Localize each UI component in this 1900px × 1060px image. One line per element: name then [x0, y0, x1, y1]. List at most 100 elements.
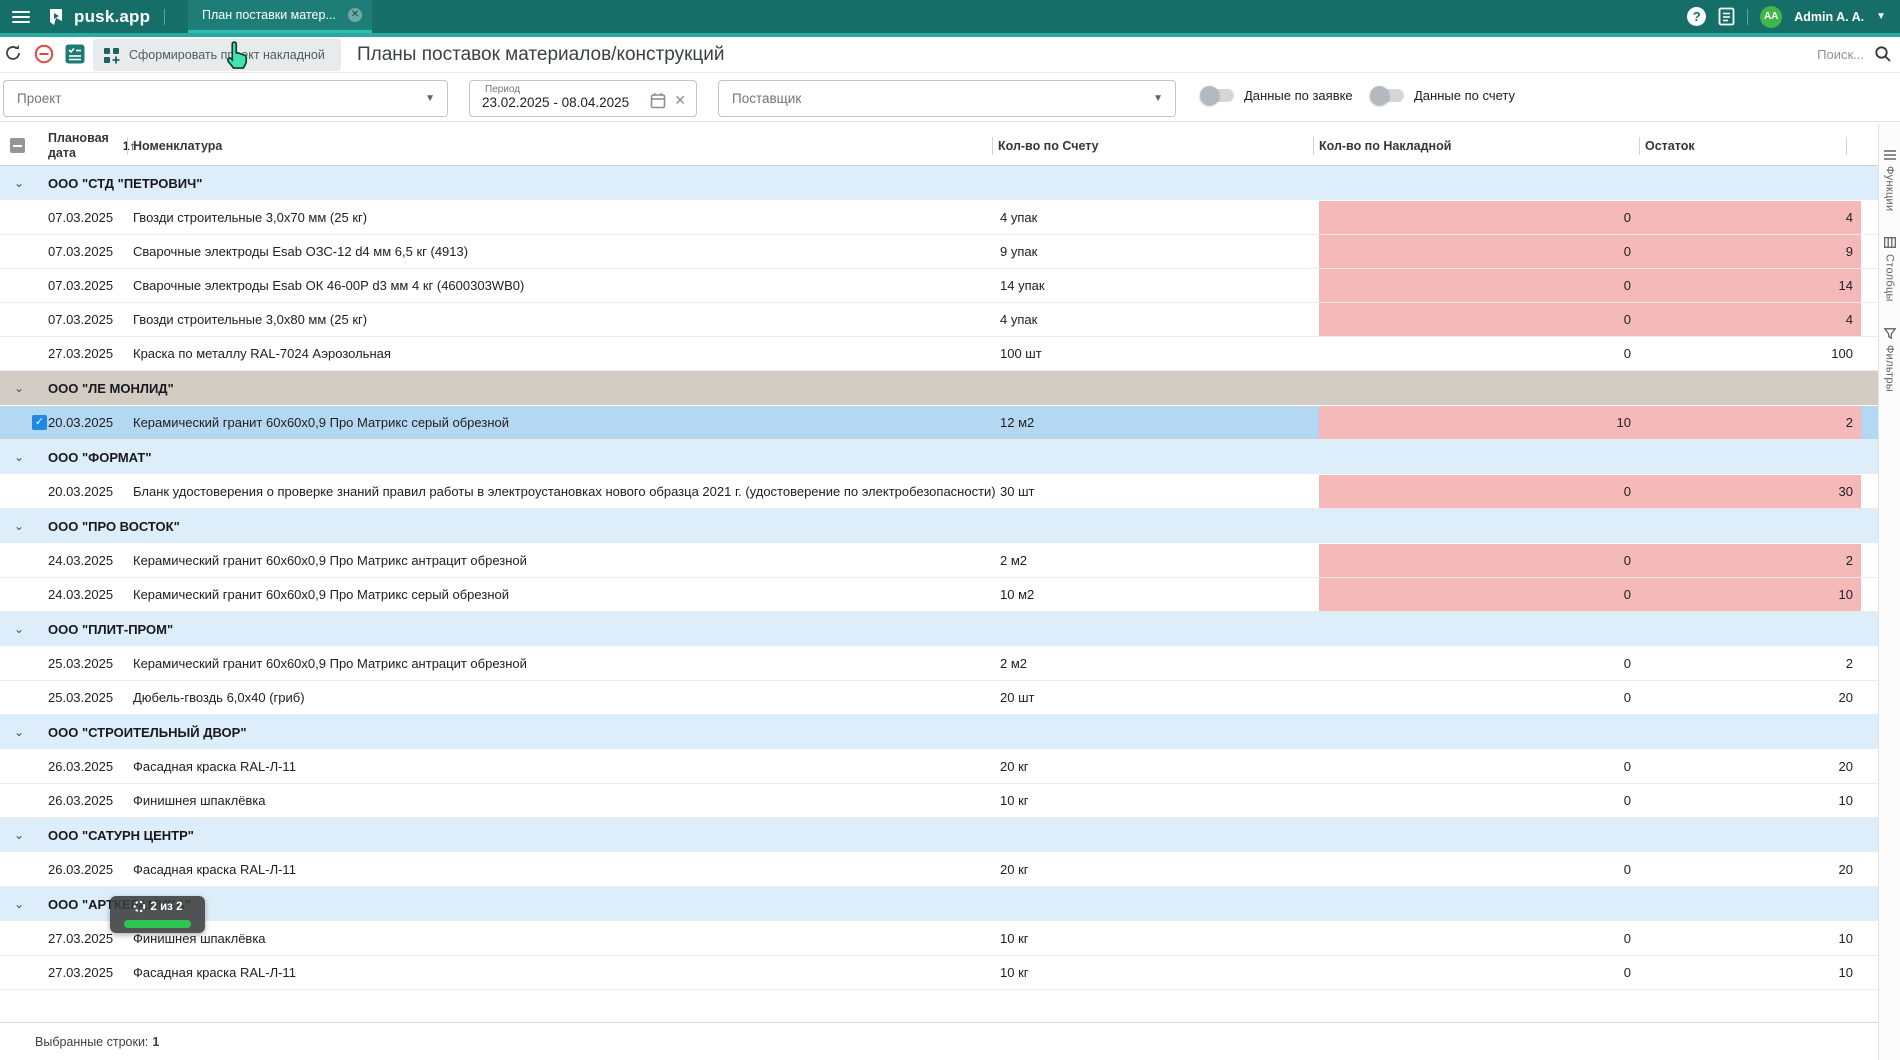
tab-close-icon[interactable]: ✕	[348, 8, 362, 22]
cell-nomenclature: Краска по металлу RAL-7024 Аэрозольная	[133, 346, 391, 361]
chevron-down-icon[interactable]: ▼	[1876, 11, 1886, 22]
search-button[interactable]: Поиск...	[1817, 45, 1892, 63]
table-row[interactable]: 27.03.2025 Краска по металлу RAL-7024 Аэр…	[0, 337, 1878, 371]
cell-qty-waybill: 0	[1319, 201, 1645, 234]
table-body: ⌄ ООО "СТД "ПЕТРОВИЧ" 07.03.2025 Гвозди стр…	[0, 166, 1878, 990]
refresh-icon[interactable]	[3, 43, 23, 63]
tab-title: План поставки матер...	[202, 8, 336, 22]
clear-period-icon[interactable]: ✕	[674, 92, 686, 108]
cell-planned-date: 27.03.2025	[48, 965, 114, 980]
period-field[interactable]: Период 23.02.2025 - 08.04.2025 ✕	[469, 80, 697, 117]
app-logo[interactable]: pusk.app	[46, 7, 150, 27]
cell-remainder: 4	[1645, 201, 1861, 234]
chevron-down-icon[interactable]: ⌄	[14, 519, 25, 533]
row-checkbox-checked[interactable]: ✓	[32, 415, 47, 430]
side-tab-columns[interactable]: Столбцы	[1879, 237, 1900, 302]
cell-qty-invoice: 100 шт	[1000, 346, 1042, 361]
table-row[interactable]: 24.03.2025 Керамический гранит 60х60х0,9 …	[0, 578, 1878, 612]
table-row[interactable]: 07.03.2025 Гвозди строительные 3,0х80 мм …	[0, 303, 1878, 337]
side-tab-functions[interactable]: Функции	[1879, 150, 1900, 211]
table-row[interactable]: 26.03.2025 Финишнея шпаклёвка 10 кг 0 10	[0, 784, 1878, 818]
table-row[interactable]: 07.03.2025 Гвозди строительные 3,0х70 мм …	[0, 201, 1878, 235]
group-name: ООО "ФОРМАТ"	[48, 449, 152, 465]
sort-indicator[interactable]: 1↑	[122, 138, 136, 153]
chevron-down-icon[interactable]: ⌄	[14, 725, 25, 739]
cell-qty-waybill: 0	[1623, 656, 1631, 671]
remove-circle-icon[interactable]	[33, 43, 55, 65]
cell-planned-date: 25.03.2025	[48, 690, 114, 705]
menu-icon[interactable]	[12, 10, 30, 23]
table-row[interactable]: 26.03.2025 Фасадная краска RAL-Л-11 20 кг 0…	[0, 750, 1878, 784]
cell-remainder: 20	[1838, 862, 1853, 877]
group-name: ООО "ПЛИТ-ПРОМ"	[48, 621, 174, 637]
table-row[interactable]: 26.03.2025 Фасадная краска RAL-Л-11 20 кг 0…	[0, 853, 1878, 887]
cell-planned-date: 20.03.2025	[48, 484, 114, 499]
toggle-request-data[interactable]: Данные по заявке	[1200, 86, 1353, 105]
topbar-accent-line	[0, 33, 1900, 37]
cell-qty-waybill: 0	[1319, 544, 1645, 577]
chevron-down-icon[interactable]: ⌄	[14, 828, 25, 842]
cell-nomenclature: Фасадная краска RAL-Л-11	[133, 759, 296, 774]
header-qty-waybill[interactable]: Кол-во по Накладной	[1313, 126, 1645, 165]
document-icon[interactable]	[1718, 7, 1735, 26]
table-row[interactable]: 25.03.2025 Дюбель-гвоздь 6,0х40 (гриб) 20 …	[0, 681, 1878, 715]
cell-planned-date: 24.03.2025	[48, 553, 114, 568]
chevron-down-icon[interactable]: ⌄	[14, 176, 25, 190]
group-row[interactable]: ⌄ ООО "САТУРН ЦЕНТР"	[0, 818, 1878, 853]
progress-bar	[124, 920, 191, 928]
selected-rows-value: 1	[152, 1034, 160, 1049]
chevron-down-icon[interactable]: ⌄	[14, 450, 25, 464]
table-row[interactable]: 07.03.2025 Сварочные электроды Esab ОЗС-1…	[0, 235, 1878, 269]
group-row[interactable]: ⌄ ООО "ПЛИТ-ПРОМ"	[0, 612, 1878, 647]
group-row[interactable]: ⌄ ООО "ЛЕ МОНЛИД"	[0, 371, 1878, 406]
cell-nomenclature: Керамический гранит 60х60х0,9 Про Матрик…	[133, 415, 509, 430]
cell-qty-waybill: 0	[1319, 303, 1645, 336]
table-row[interactable]: 27.03.2025 Финишнея шпаклёвка 10 кг 0 10	[0, 922, 1878, 956]
cell-remainder: 9	[1645, 235, 1861, 268]
cell-planned-date: 26.03.2025	[48, 793, 114, 808]
header-qty-invoice[interactable]: Кол-во по Счету	[992, 126, 1319, 165]
help-icon[interactable]: ?	[1687, 7, 1707, 26]
chevron-down-icon[interactable]: ⌄	[14, 381, 25, 395]
table-row[interactable]: 25.03.2025 Керамический гранит 60х60х0,9 …	[0, 647, 1878, 681]
select-all-checkbox[interactable]	[10, 138, 25, 153]
header-planned-date[interactable]: Плановая дата 1↑	[48, 131, 136, 160]
generate-waybill-button[interactable]: Сформировать проект накладной	[93, 39, 341, 71]
cell-qty-invoice: 2 м2	[1000, 553, 1028, 568]
supplier-select[interactable]: Поставщик ▼	[718, 80, 1176, 117]
checklist-icon[interactable]	[64, 43, 86, 65]
calendar-icon[interactable]	[650, 92, 666, 109]
toggle-invoice-data[interactable]: Данные по счету	[1370, 86, 1515, 105]
cell-qty-waybill: 0	[1623, 862, 1631, 877]
tab-plan-postavki[interactable]: План поставки матер... ✕	[188, 0, 372, 33]
switch-track	[1200, 86, 1234, 105]
table-row[interactable]: 27.03.2025 Фасадная краска RAL-Л-11 10 кг 0…	[0, 956, 1878, 990]
group-row[interactable]: ⌄ ООО "СТД "ПЕТРОВИЧ"	[0, 166, 1878, 201]
cell-remainder: 4	[1645, 303, 1861, 336]
chevron-down-icon[interactable]: ⌄	[14, 897, 25, 911]
avatar[interactable]: AA	[1760, 5, 1783, 28]
cell-qty-waybill: 0	[1319, 475, 1645, 508]
group-row[interactable]: ⌄ ООО "ПРО ВОСТОК"	[0, 509, 1878, 544]
cell-nomenclature: Фасадная краска RAL-Л-11	[133, 862, 296, 877]
group-row[interactable]: ⌄ ООО "СТРОИТЕЛЬНЫЙ ДВОР"	[0, 715, 1878, 750]
cell-qty-invoice: 20 кг	[1000, 862, 1029, 877]
side-tab-filters[interactable]: Фильтры	[1879, 328, 1900, 392]
cell-qty-invoice: 14 упак	[1000, 278, 1045, 293]
header-nomenclature[interactable]: Номенклатура	[127, 126, 998, 165]
header-remainder[interactable]: Остаток	[1639, 126, 1861, 165]
table-row[interactable]: 07.03.2025 Сварочные электроды Esab ОК 46…	[0, 269, 1878, 303]
table-row[interactable]: 20.03.2025 Бланк удостоверения о проверке…	[0, 475, 1878, 509]
group-row[interactable]: ⌄ ООО "ФОРМАТ"	[0, 440, 1878, 475]
group-row[interactable]: ⌄ ООО "АРТКЕРАМИКА"	[0, 887, 1878, 922]
cell-remainder: 100	[1831, 346, 1853, 361]
cell-remainder: 10	[1838, 931, 1853, 946]
table-row[interactable]: ✓ 20.03.2025 Керамический гранит 60х60х0,9…	[0, 406, 1878, 440]
cell-qty-waybill: 0	[1319, 578, 1645, 611]
project-select[interactable]: Проект ▼	[3, 80, 448, 117]
cell-qty-invoice: 10 м2	[1000, 587, 1035, 602]
chevron-down-icon[interactable]: ⌄	[14, 622, 25, 636]
table-row[interactable]: 24.03.2025 Керамический гранит 60х60х0,9 …	[0, 544, 1878, 578]
cell-remainder: 2	[1645, 544, 1861, 577]
cell-nomenclature: Сварочные электроды Esab ОК 46-00Р d3 мм…	[133, 278, 525, 293]
